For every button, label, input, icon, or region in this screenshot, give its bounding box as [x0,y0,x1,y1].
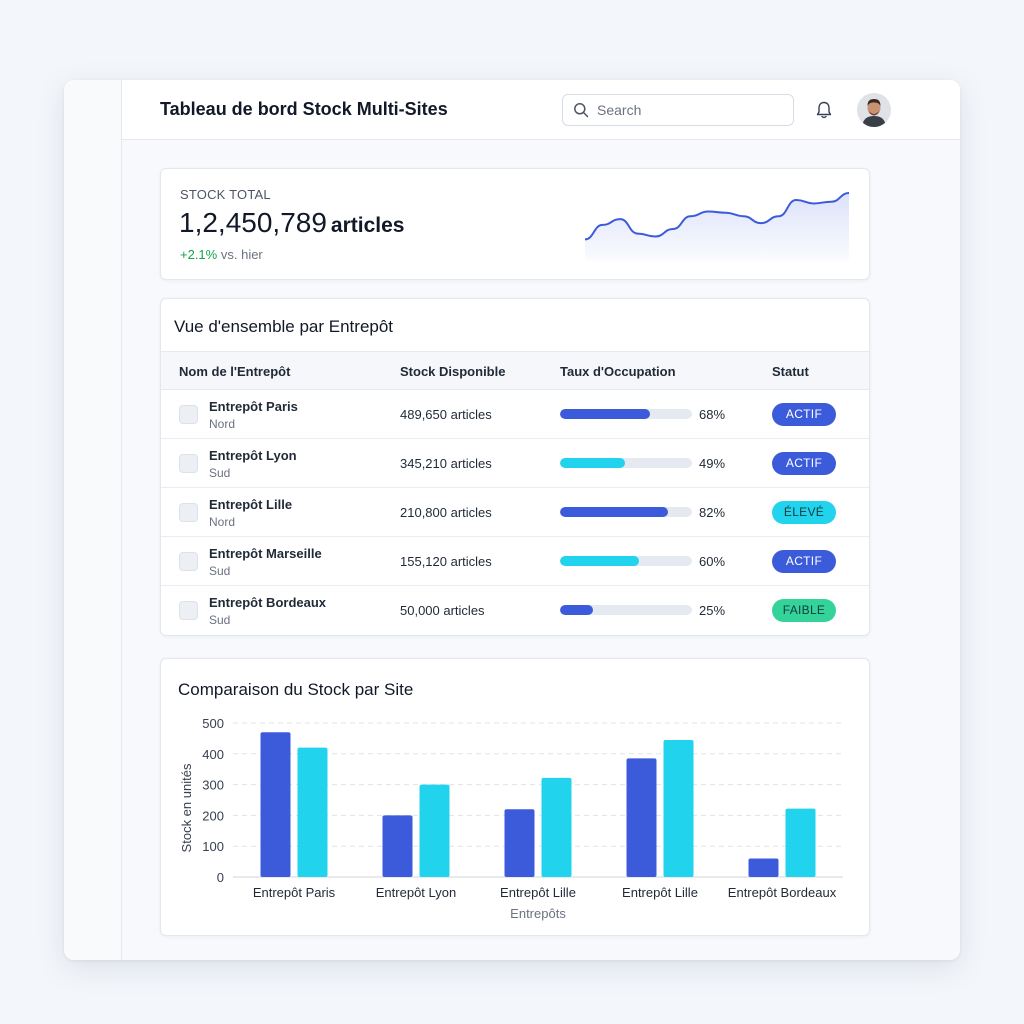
warehouse-name: Entrepôt Marseille [209,546,322,561]
column-header-name[interactable]: Nom de l'Entrepôt [179,364,291,379]
kpi-delta-value: +2.1% [180,247,218,262]
search-icon [574,103,589,118]
app-window: Tableau de bord Stock Multi-Sites STOCK … [64,80,960,960]
kpi-value: 1,2,450,789 articles [179,207,404,239]
stock-available: 489,650 articles [400,407,492,422]
row-checkbox[interactable] [179,405,198,424]
y-tick-label: 300 [202,778,224,793]
search-input[interactable] [597,102,777,118]
stock-bar-chart: 0 100 200 300 400 500 Entrepôt Paris Entrepôt L… [179,716,843,921]
table-row[interactable]: Entrepôt Lyon Sud 345,210 articles 49% A… [161,439,869,488]
occupancy-percent: 68% [699,407,726,422]
table-row[interactable]: Entrepôt Marseille Sud 155,120 articles … [161,537,869,586]
bar [785,808,816,877]
occupancy-percent: 82% [699,505,726,520]
kpi-delta-suffix: vs. hier [220,247,263,262]
page-title: Tableau de bord Stock Multi-Sites [160,99,448,119]
occupancy-bar [560,458,692,468]
x-tick-label: Entrepôt Bordeaux [728,885,837,900]
y-tick-label: 400 [202,747,224,762]
status-badge: ACTIF [772,403,836,426]
row-checkbox[interactable] [179,552,198,571]
status-badge: ACTIF [772,550,836,573]
occupancy-bar-fill [560,605,593,615]
stock-chart-card: Comparaison du Stock par Site 0 100 200 300… [160,658,870,936]
warehouse-table-card: Vue d'ensemble par Entrepôt Nom de l'Ent… [160,298,870,636]
row-checkbox[interactable] [179,503,198,522]
occupancy-bar-fill [560,507,669,517]
sparkline-area [585,193,849,261]
chart-title: Comparaison du Stock par Site [178,680,414,699]
warehouse-region: Sud [209,564,231,578]
bar [626,758,657,877]
warehouse-region: Sud [209,613,231,627]
x-tick-label: Entrepôt Lyon [376,885,456,900]
y-axis-label: Stock en unités [179,763,194,852]
bell-icon[interactable] [814,100,834,120]
row-checkbox[interactable] [179,454,198,473]
table-row[interactable]: Entrepôt Lille Nord 210,800 articles 82%… [161,488,869,537]
sparkline-line [584,192,850,241]
bar [419,784,450,877]
occupancy-percent: 25% [699,603,726,618]
occupancy-bar [560,507,692,517]
column-header-status[interactable]: Statut [772,364,809,379]
table-row[interactable]: Entrepôt Bordeaux Sud 50,000 articles 25… [161,586,869,635]
x-tick-label: Entrepôt Lille [622,885,698,900]
stock-available: 155,120 articles [400,554,492,569]
row-checkbox[interactable] [179,601,198,620]
kpi-label: STOCK TOTAL [180,187,271,202]
x-tick-label: Entrepôt Paris [253,885,336,900]
occupancy-bar-fill [560,458,625,468]
avatar[interactable] [857,93,891,127]
table-row[interactable]: Entrepôt Paris Nord 489,650 articles 68%… [161,390,869,439]
top-bar: Tableau de bord Stock Multi-Sites [122,80,960,140]
occupancy-bar-fill [560,556,640,566]
occupancy-bar [560,409,692,419]
bar [748,858,779,877]
sparkline-chart [584,192,850,261]
y-tick-label: 100 [202,839,224,854]
kpi-number: 1,2,450,789 [179,207,327,238]
bar [297,747,328,877]
warehouse-name: Entrepôt Bordeaux [209,595,327,610]
occupancy-bar [560,605,692,615]
bar [541,777,572,877]
kpi-unit: articles [330,214,405,237]
status-badge: FAIBLE [772,599,836,622]
bar [260,732,291,877]
warehouse-region: Sud [209,466,231,480]
stock-available: 345,210 articles [400,456,492,471]
search-box[interactable] [562,94,794,126]
occupancy-bar-fill [560,409,650,419]
warehouse-name: Entrepôt Lille [209,497,293,512]
kpi-card: STOCK TOTAL 1,2,450,789 articles +2.1% vs… [160,168,870,280]
stock-available: 50,000 articles [400,603,485,618]
warehouse-name: Entrepôt Paris [209,399,298,414]
bar [382,815,413,877]
occupancy-percent: 49% [699,456,726,471]
bar [663,739,694,877]
y-tick-label: 0 [217,870,224,885]
bar [504,809,535,877]
column-header-occupancy[interactable]: Taux d'Occupation [560,364,676,379]
kpi-delta: +2.1% vs. hier [180,247,263,262]
status-badge: ÉLEVÉ [772,501,836,524]
y-tick-label: 500 [202,716,224,731]
table-header: Nom de l'Entrepôt Stock Disponible Taux … [161,351,869,390]
x-axis-label: Entrepôts [510,906,566,921]
stock-available: 210,800 articles [400,505,492,520]
x-tick-label: Entrepôt Lille [500,885,576,900]
warehouse-region: Nord [209,417,236,431]
user-avatar-icon [857,93,891,127]
occupancy-bar [560,556,692,566]
status-badge: ACTIF [772,452,836,475]
warehouse-name: Entrepôt Lyon [209,448,297,463]
table-title: Vue d'ensemble par Entrepôt [174,317,394,336]
warehouse-region: Nord [209,515,236,529]
y-tick-label: 200 [202,808,224,823]
column-header-stock[interactable]: Stock Disponible [400,364,506,379]
sidebar [64,80,122,960]
occupancy-percent: 60% [699,554,726,569]
